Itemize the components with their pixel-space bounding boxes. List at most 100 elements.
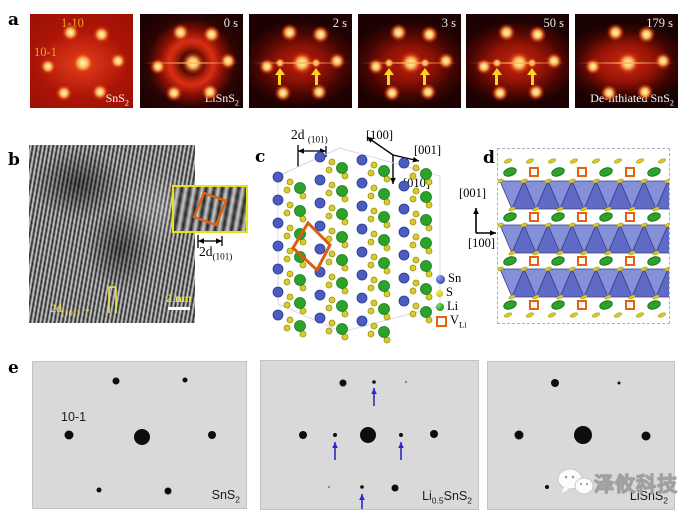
s-atom bbox=[616, 178, 624, 184]
vacancy-site bbox=[625, 212, 635, 222]
sn-atom bbox=[356, 200, 368, 212]
li-atom bbox=[599, 256, 613, 266]
s-atom bbox=[635, 158, 645, 164]
diffraction-spot bbox=[637, 26, 655, 44]
s-atom bbox=[412, 302, 420, 310]
watermark-text: 泽攸科技 bbox=[594, 471, 678, 496]
sn-atom bbox=[272, 240, 284, 252]
s-atom bbox=[341, 264, 349, 272]
diffraction-spot bbox=[166, 85, 182, 101]
hrtem-image: 2d(101)→ 2 nm bbox=[29, 145, 195, 323]
s-atom bbox=[425, 247, 433, 255]
s-atom bbox=[568, 266, 576, 272]
s-atom bbox=[640, 178, 648, 184]
s-atom bbox=[425, 293, 433, 301]
diffraction-dot bbox=[327, 485, 331, 489]
s-atom bbox=[544, 222, 552, 228]
diffraction-spot bbox=[259, 58, 275, 75]
panel-label-b: b bbox=[8, 150, 20, 170]
s-atom bbox=[328, 296, 336, 304]
diffraction-spot bbox=[92, 26, 110, 44]
s-atom bbox=[412, 187, 420, 195]
diffraction-spot bbox=[92, 84, 108, 100]
s-atom bbox=[409, 241, 417, 249]
s-atom bbox=[640, 222, 648, 228]
li-atom bbox=[378, 326, 390, 338]
s-atom bbox=[328, 227, 336, 235]
diffraction-schematic-sns2: 10-1 SnS2 bbox=[32, 361, 247, 509]
diffraction-dot bbox=[617, 381, 621, 385]
s-atom bbox=[325, 189, 333, 197]
s-atom bbox=[328, 273, 336, 281]
s-atom bbox=[409, 287, 417, 295]
axis-label-001: [001] bbox=[459, 186, 487, 200]
li-atom-icon bbox=[436, 303, 444, 312]
diffraction-dot bbox=[64, 430, 74, 440]
s-atom bbox=[367, 215, 375, 223]
diffraction-spot bbox=[329, 53, 345, 69]
li-atom bbox=[336, 254, 348, 266]
s-atom bbox=[283, 209, 291, 217]
diffraction-spot bbox=[528, 26, 546, 44]
diffraction-dot bbox=[551, 379, 559, 387]
s-atom bbox=[299, 215, 307, 223]
s-atom bbox=[325, 166, 333, 174]
highlight-arrow-icon bbox=[491, 67, 502, 85]
s-atom bbox=[640, 266, 648, 272]
s-atom bbox=[568, 178, 576, 184]
s-atom bbox=[299, 238, 307, 246]
s-atom bbox=[286, 178, 294, 186]
s-atom bbox=[367, 169, 375, 177]
li-atom bbox=[503, 300, 517, 310]
unit-cell-outline bbox=[291, 220, 332, 273]
s-atom bbox=[613, 312, 623, 318]
s-atom bbox=[604, 294, 612, 300]
s-atom bbox=[325, 281, 333, 289]
diffraction-spot bbox=[40, 58, 56, 75]
diffraction-dot bbox=[545, 485, 549, 489]
axis-label-010: [010] bbox=[403, 176, 431, 190]
horizontal-streak bbox=[360, 62, 459, 65]
arrow-head bbox=[390, 178, 396, 184]
sn-atom bbox=[314, 312, 326, 324]
diffraction-spot bbox=[384, 85, 400, 101]
li-atom bbox=[420, 191, 432, 203]
diffraction-dot bbox=[299, 431, 307, 439]
panel-label-c: c bbox=[255, 147, 266, 167]
time-label: 179 s bbox=[646, 16, 673, 30]
s-atom bbox=[409, 218, 417, 226]
layered-structure-model bbox=[496, 158, 684, 318]
legend-item-li: Li bbox=[436, 299, 467, 313]
arrow-head bbox=[198, 238, 204, 244]
s-atom bbox=[547, 158, 557, 164]
sn-atom bbox=[398, 180, 410, 192]
miller-index-left-label: 10-1 bbox=[34, 45, 57, 59]
s-atom bbox=[616, 266, 624, 272]
s-atom bbox=[328, 204, 336, 212]
sn-atom-icon bbox=[436, 274, 445, 284]
diffraction-dot bbox=[333, 433, 337, 437]
sn-atom bbox=[398, 295, 410, 307]
phase-label: Li0.5SnS2 bbox=[422, 488, 472, 506]
s-atom bbox=[412, 256, 420, 264]
diffraction-spot bbox=[56, 85, 72, 101]
s-atom bbox=[286, 247, 294, 255]
highlight-arrow-icon bbox=[527, 67, 538, 85]
diffraction-spot bbox=[606, 24, 624, 42]
s-atom bbox=[412, 210, 420, 218]
s-atom bbox=[370, 253, 378, 261]
vacancy-site bbox=[529, 256, 539, 266]
s-atom bbox=[367, 284, 375, 292]
s-atom bbox=[370, 299, 378, 307]
s-atom bbox=[409, 172, 417, 180]
diffraction-dots bbox=[64, 377, 216, 495]
arrow-head bbox=[371, 388, 377, 394]
sn-atom bbox=[398, 249, 410, 261]
diffraction-dot bbox=[164, 487, 172, 495]
s-atom bbox=[286, 224, 294, 232]
li-atom bbox=[647, 256, 661, 266]
diffraction-spot bbox=[601, 85, 617, 101]
time-label: 0 s bbox=[223, 16, 238, 30]
li-atom bbox=[336, 185, 348, 197]
